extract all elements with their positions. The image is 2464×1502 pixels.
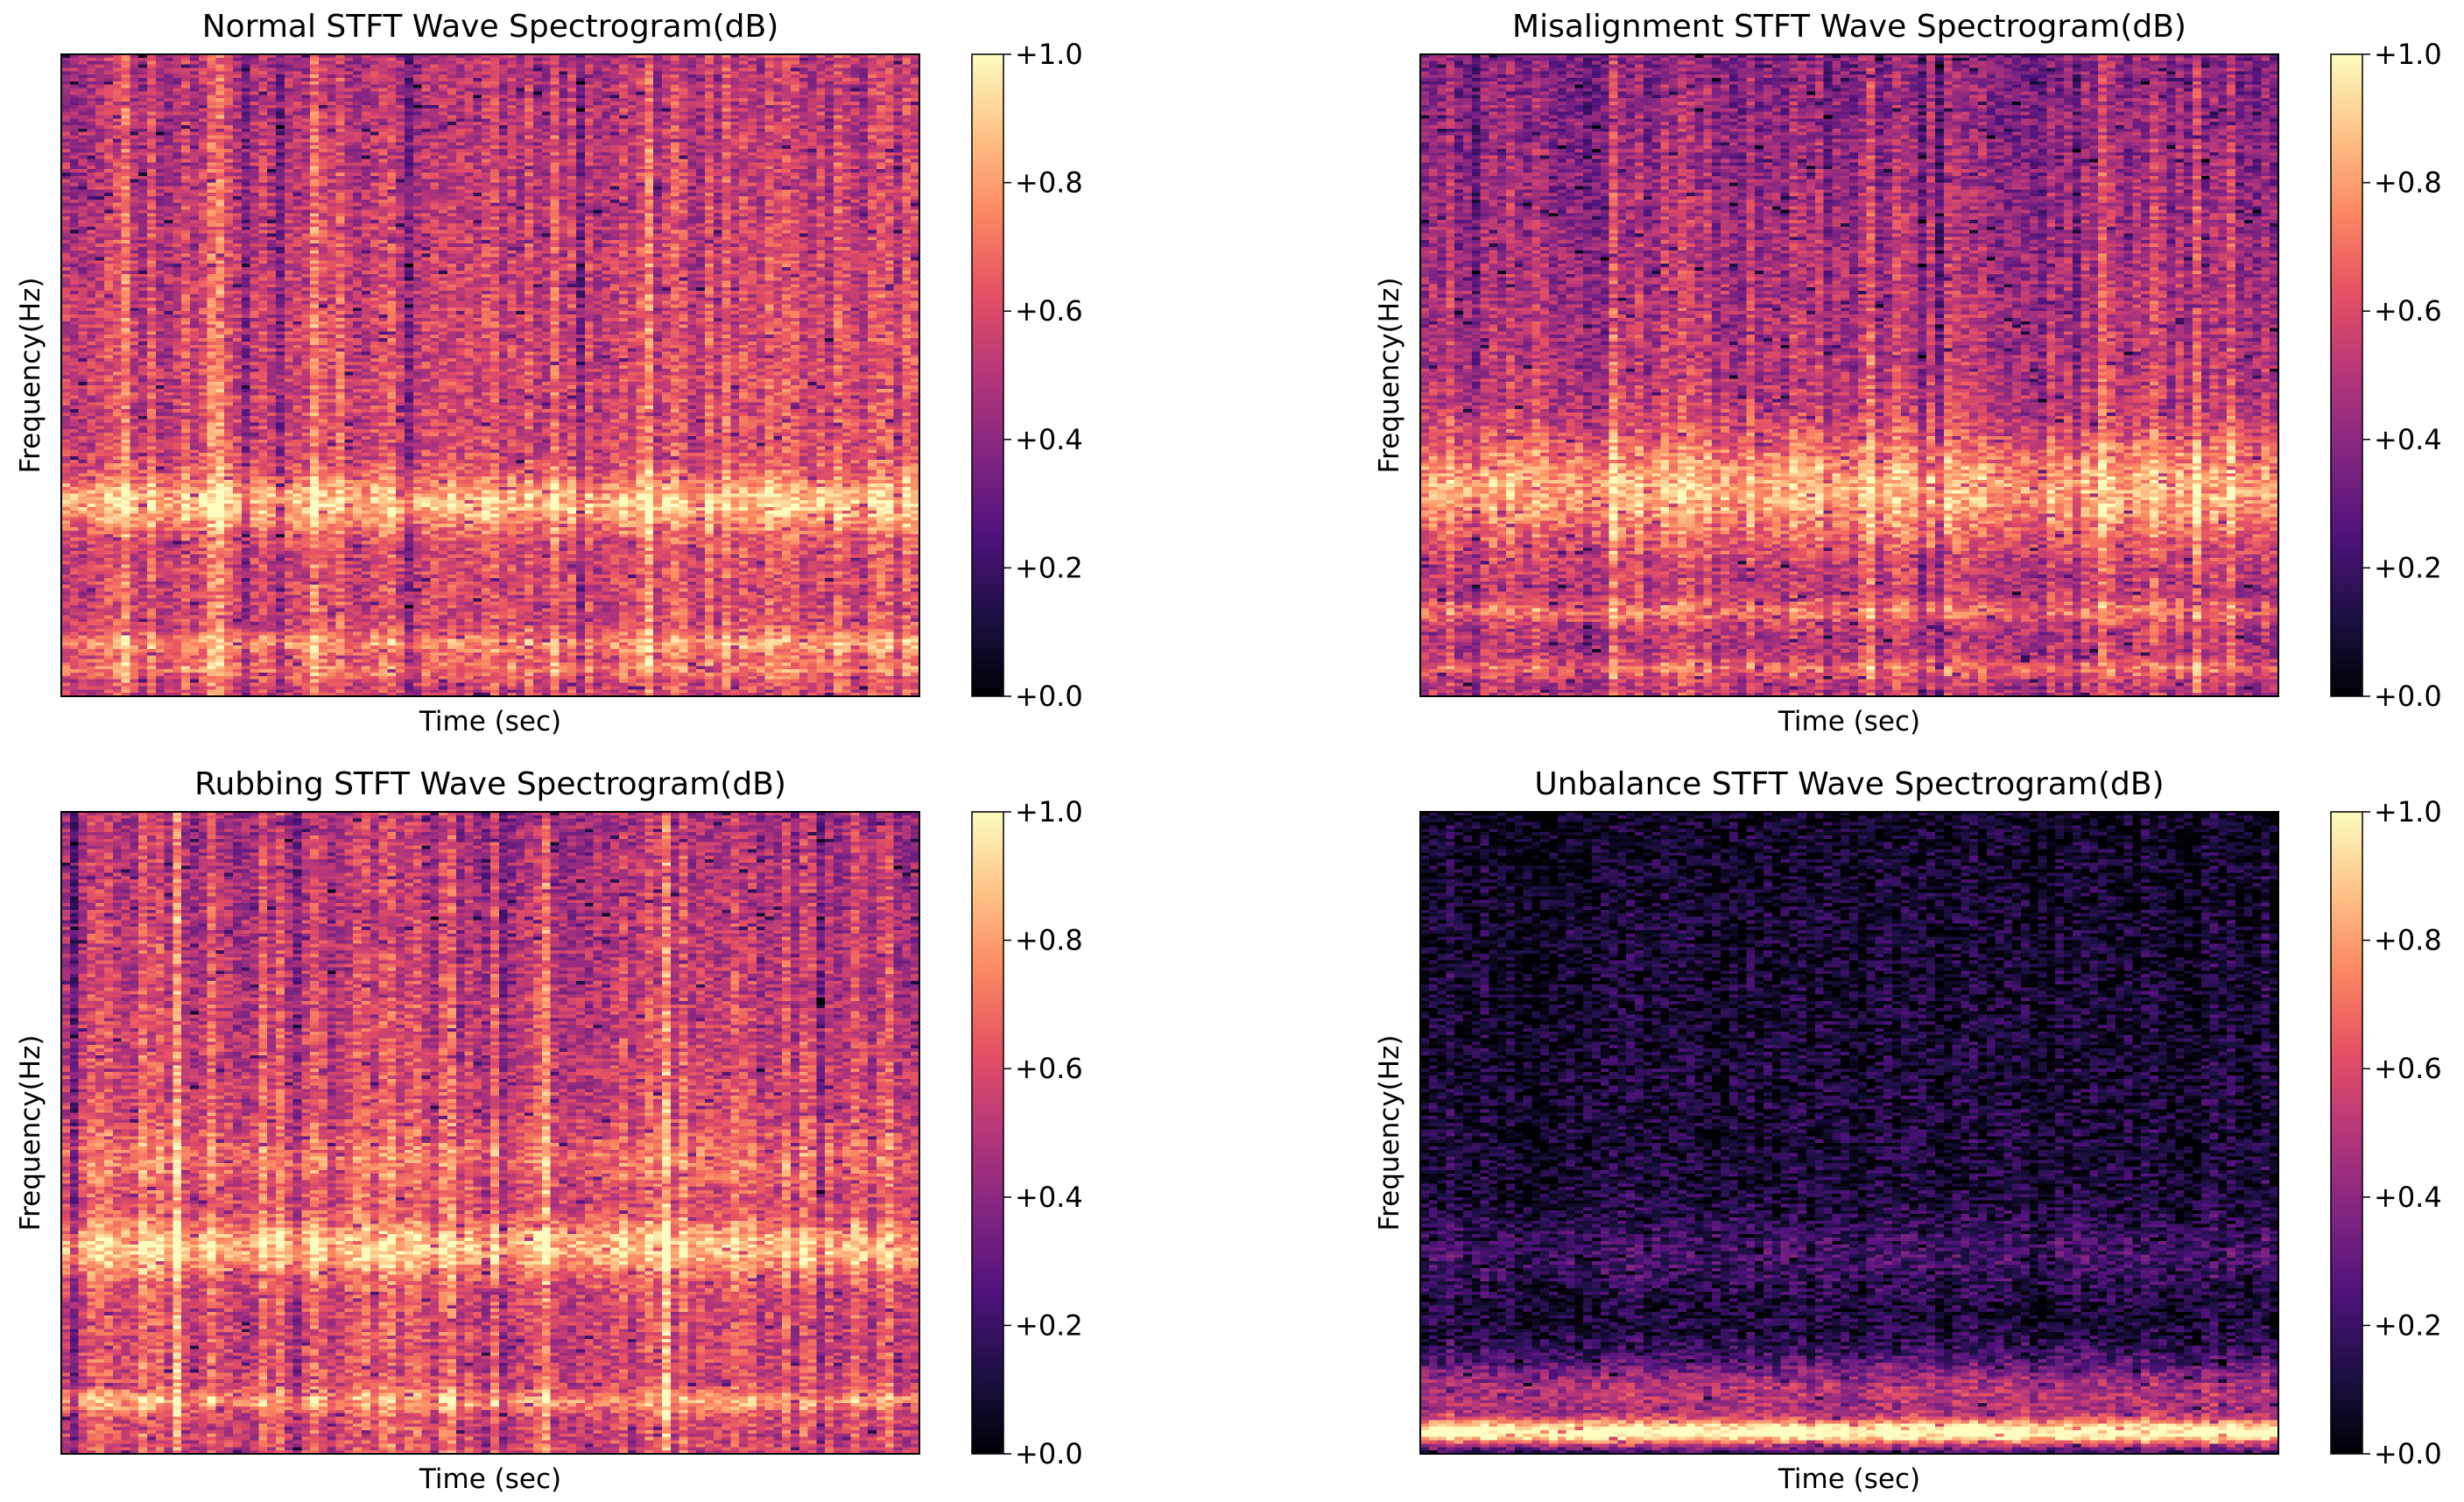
colorbar-tick-label: +0.4 bbox=[1015, 1181, 1083, 1214]
colorbar-tick-label: +0.8 bbox=[2374, 924, 2442, 957]
x-axis-label: Time (sec) bbox=[419, 1463, 561, 1495]
colorbar-tick-label: +1.0 bbox=[2374, 38, 2442, 71]
colorbar-tick-label: +0.4 bbox=[2374, 423, 2442, 456]
spectrogram-heatmap bbox=[1420, 812, 2278, 1454]
axes-frame bbox=[1419, 53, 2279, 697]
x-axis-label: Time (sec) bbox=[1778, 1463, 1920, 1495]
y-axis-label: Frequency(Hz) bbox=[15, 278, 46, 474]
y-axis-label: Frequency(Hz) bbox=[1374, 278, 1405, 474]
colorbar-tick-label: +0.2 bbox=[1015, 1308, 1083, 1342]
chart-title: Misalignment STFT Wave Spectrogram(dB) bbox=[1512, 9, 2186, 45]
chart-title: Unbalance STFT Wave Spectrogram(dB) bbox=[1534, 766, 2164, 802]
spectrogram-heatmap bbox=[61, 812, 919, 1454]
colorbar: +0.0 +0.2 +0.4 +0.6 +0.8 +1.0 bbox=[2330, 38, 2442, 713]
colorbar-tick-label: +0.2 bbox=[2374, 551, 2442, 584]
axes-frame bbox=[60, 53, 920, 697]
colorbar-tick-label: +1.0 bbox=[1015, 795, 1083, 829]
spectrogram-heatmap bbox=[1420, 54, 2278, 696]
spectrogram-heatmap bbox=[61, 54, 919, 696]
x-axis-label: Time (sec) bbox=[1778, 706, 1920, 737]
axes-frame bbox=[60, 811, 920, 1455]
colorbar-tick-label: +0.8 bbox=[1015, 166, 1083, 200]
colorbar-tick-label: +0.6 bbox=[2374, 294, 2442, 328]
colorbar-tick-label: +0.6 bbox=[2374, 1052, 2442, 1085]
colorbar: +0.0 +0.2 +0.4 +0.6 +0.8 +1.0 bbox=[971, 38, 1083, 713]
colorbar-tick-label: +1.0 bbox=[1015, 38, 1083, 71]
x-axis-label: Time (sec) bbox=[419, 706, 561, 737]
colorbar-gradient bbox=[2330, 811, 2363, 1455]
y-axis-label: Frequency(Hz) bbox=[1374, 1035, 1405, 1231]
colorbar-tick-label: +1.0 bbox=[2374, 795, 2442, 829]
axes-frame bbox=[1419, 811, 2279, 1455]
colorbar-tick-label: +0.6 bbox=[1015, 1052, 1083, 1085]
colorbar-tick-label: +0.4 bbox=[1015, 423, 1083, 456]
colorbar-tick-label: +0.6 bbox=[1015, 294, 1083, 328]
spectrogram-panel-1: Normal STFT Wave Spectrogram(dB) Time (se… bbox=[15, 9, 1083, 737]
colorbar-tick-label: +0.0 bbox=[2374, 1437, 2442, 1470]
spectrogram-panel-4: Unbalance STFT Wave Spectrogram(dB) Time … bbox=[1374, 766, 2442, 1495]
colorbar-tick-label: +0.2 bbox=[1015, 551, 1083, 584]
spectrogram-panel-2: Misalignment STFT Wave Spectrogram(dB) Ti… bbox=[1374, 9, 2442, 737]
colorbar-tick-label: +0.0 bbox=[2374, 680, 2442, 713]
colorbar-tick-label: +0.4 bbox=[2374, 1181, 2442, 1214]
spectrogram-panel-3: Rubbing STFT Wave Spectrogram(dB) Time (s… bbox=[15, 766, 1083, 1495]
colorbar: +0.0 +0.2 +0.4 +0.6 +0.8 +1.0 bbox=[971, 795, 1083, 1470]
colorbar-tick-label: +0.8 bbox=[1015, 924, 1083, 957]
chart-title: Normal STFT Wave Spectrogram(dB) bbox=[202, 9, 779, 45]
colorbar-tick-label: +0.0 bbox=[1015, 1437, 1083, 1470]
y-axis-label: Frequency(Hz) bbox=[15, 1035, 46, 1231]
colorbar-gradient bbox=[971, 811, 1004, 1455]
colorbar-tick-label: +0.0 bbox=[1015, 680, 1083, 713]
chart-title: Rubbing STFT Wave Spectrogram(dB) bbox=[194, 766, 786, 802]
colorbar-tick-label: +0.8 bbox=[2374, 166, 2442, 200]
colorbar: +0.0 +0.2 +0.4 +0.6 +0.8 +1.0 bbox=[2330, 795, 2442, 1470]
colorbar-tick-label: +0.2 bbox=[2374, 1308, 2442, 1342]
colorbar-gradient bbox=[971, 53, 1004, 697]
colorbar-gradient bbox=[2330, 53, 2363, 697]
